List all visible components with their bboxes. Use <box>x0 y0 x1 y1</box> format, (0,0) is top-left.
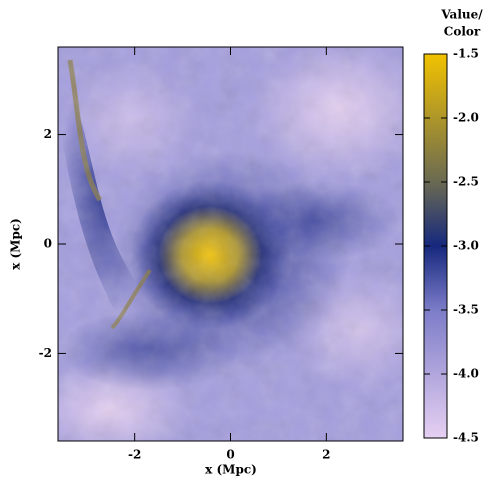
colorbar-tick-label: -4.5 <box>453 431 479 445</box>
x-tick-label: -2 <box>128 448 141 462</box>
y-tick-label: -2 <box>39 346 52 360</box>
y-axis-label: x (Mpc) <box>9 218 23 270</box>
y-tick-label: 2 <box>44 127 52 141</box>
colorbar-tick-label: -4.0 <box>453 367 479 381</box>
colorbar-tick-label: -2.5 <box>453 175 479 189</box>
y-tick-label: 0 <box>44 237 52 251</box>
colorbar-title: Color <box>444 25 481 39</box>
x-tick-label: 0 <box>226 448 234 462</box>
colorbar-tick-label: -3.0 <box>453 239 479 253</box>
image-field <box>58 47 403 441</box>
colorbar-tick-label: -2.0 <box>453 111 479 125</box>
colorbar <box>424 54 447 438</box>
colorbar-tick-label: -3.5 <box>453 303 479 317</box>
x-tick-label: 2 <box>322 448 330 462</box>
x-axis-label: x (Mpc) <box>205 463 257 477</box>
colorbar-tick-label: -1.5 <box>453 47 479 61</box>
colorbar-title: Value/ <box>440 8 483 22</box>
